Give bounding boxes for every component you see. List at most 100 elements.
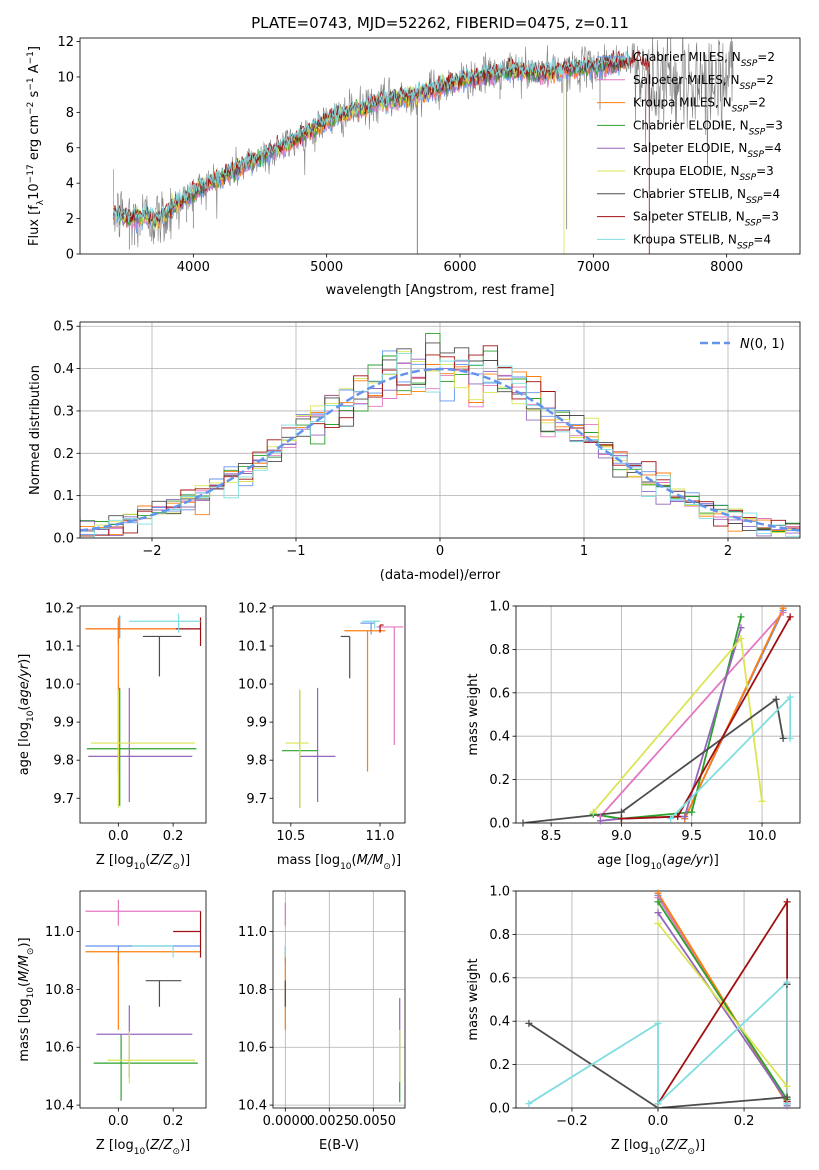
y-tick-label: 9.7 — [246, 792, 267, 807]
y-tick-label: 0.4 — [489, 730, 510, 745]
weight-marker — [779, 604, 787, 612]
y-axis-label: mass [log10(M/M⊙)] — [17, 937, 36, 1061]
legend-label: N(0, 1) — [740, 337, 785, 352]
legend-label: Chabrier STELIB, NSSP=4 — [633, 187, 780, 206]
plot-area — [85, 613, 202, 808]
y-tick-label: 9.8 — [246, 754, 267, 769]
weight-line-9 — [670, 694, 792, 820]
x-tick-label: 9.5 — [681, 829, 702, 844]
weight-marker — [772, 695, 780, 703]
x-tick-label: −1 — [286, 544, 305, 559]
model-spectrum-1 — [112, 61, 626, 234]
weight-marker — [786, 693, 794, 701]
x-axis-label: Z [log10(Z/Z⊙)] — [611, 1138, 705, 1157]
y-axis-label: mass weight — [466, 673, 481, 755]
x-tick-label: 0 — [436, 544, 444, 559]
x-axis-label: age [log10(age/yr)] — [597, 853, 719, 872]
weight-marker — [525, 1100, 533, 1108]
weight-marker — [589, 808, 597, 816]
x-tick-label: 5000 — [310, 260, 343, 275]
axes-frame — [79, 37, 801, 255]
errorbar-point-6 — [107, 1031, 196, 1084]
y-tick-label: 1.0 — [489, 600, 510, 615]
x-tick-label: −2 — [142, 544, 161, 559]
errorbar-point-8 — [173, 911, 202, 958]
weight-line-5 — [657, 912, 788, 1106]
weight-line-4 — [593, 616, 742, 820]
y-tick-label: 0.8 — [489, 643, 510, 658]
y-axis-label: Flux [fλ10−17 erg cm−2 s−1 A−1] — [26, 46, 46, 246]
weight-marker — [758, 797, 766, 805]
y-tick-label: 10.6 — [238, 1041, 267, 1056]
axes-frame — [272, 605, 406, 824]
x-axis-label: (data-model)/error — [380, 568, 501, 583]
y-tick-label: 8 — [66, 106, 74, 121]
y-tick-label: 0.1 — [53, 489, 74, 504]
y-tick-label: 9.7 — [53, 792, 74, 807]
weight-line-7 — [522, 697, 784, 823]
x-axis-label: E(B-V) — [319, 1138, 359, 1153]
weight-marker — [681, 812, 689, 820]
weight-marker — [654, 920, 662, 928]
y-tick-label: 0.4 — [489, 1015, 510, 1030]
model-spectrum-2 — [112, 59, 626, 230]
panel-mass-vs-Z: 0.0 0.2 10.4 10.6 10.8 11.0 Z [log10(Z/Z⊙)] mas… — [17, 890, 207, 1157]
errorbar-point-7 — [340, 635, 351, 679]
legend-label: Kroupa ELODIE, NSSP=3 — [633, 164, 774, 183]
errorbar-point-4 — [86, 687, 197, 806]
weight-marker — [783, 1082, 791, 1090]
y-axis-label: mass weight — [466, 958, 481, 1040]
weight-marker — [783, 1100, 791, 1108]
plot-area — [80, 332, 800, 538]
weight-marker — [617, 815, 625, 823]
y-tick-label: 1.0 — [489, 885, 510, 900]
x-tick-label: 8000 — [710, 260, 743, 275]
y-tick-label: 10.2 — [45, 601, 74, 616]
y-tick-label: 9.8 — [53, 754, 74, 769]
plot-area — [522, 607, 792, 823]
y-tick-label: 0.4 — [53, 362, 74, 377]
spectrum-legend: Chabrier MILES, NSSP=2 Salpeter MILES, NS… — [597, 50, 783, 251]
y-tick-label: 0.2 — [489, 773, 510, 788]
y-tick-label: 10.0 — [238, 678, 267, 693]
panel-residuals: −2 −1 0 1 2 0.0 0.1 0.2 0.3 0.4 0.5 N(0, 1) (data-mo… — [28, 320, 801, 583]
weight-marker — [783, 898, 791, 906]
errorbar-point-2 — [85, 621, 201, 645]
y-tick-label: 2 — [66, 212, 74, 227]
y-tick-label: 0.2 — [489, 1058, 510, 1073]
y-tick-label: 9.9 — [53, 716, 74, 731]
weight-marker — [654, 1019, 662, 1027]
weight-marker — [525, 1019, 533, 1027]
x-tick-label: 6000 — [443, 260, 476, 275]
panel-age-vs-Z: 0.0 0.2 9.7 9.8 9.9 10.0 10.1 10.2 Z [log10(Z/Z⊙… — [17, 601, 207, 872]
normal-curve — [80, 367, 800, 532]
errorbar-point-3 — [85, 951, 201, 1030]
x-axis-label: wavelength [Angstrom, rest frame] — [326, 283, 555, 298]
plot-area — [85, 899, 202, 1101]
y-tick-label: 10.4 — [45, 1099, 74, 1114]
legend-label: Salpeter STELIB, NSSP=3 — [633, 210, 779, 229]
errorbar-point-9 — [362, 620, 381, 629]
x-tick-label: 11.0 — [366, 829, 395, 844]
y-tick-label: 10.2 — [238, 601, 267, 616]
y-tick-label: 4 — [66, 177, 74, 192]
y-tick-label: 9.9 — [246, 716, 267, 731]
y-tick-label: 0.0 — [489, 817, 510, 832]
axes-frame — [79, 890, 207, 1109]
weight-marker — [654, 1100, 662, 1108]
y-tick-label: 11.0 — [238, 925, 267, 940]
x-tick-label: 10.0 — [748, 829, 777, 844]
errorbar-point-4 — [93, 1034, 198, 1101]
errorbar-point-3 — [344, 630, 386, 772]
weight-marker — [786, 613, 794, 621]
weight-marker — [654, 898, 662, 906]
y-tick-label: 0 — [66, 248, 74, 263]
panel-spectrum: 4000 5000 6000 7000 8000 0 2 4 6 8 10 12 Chabrier MI… — [26, 35, 801, 298]
y-tick-label: 11.0 — [45, 925, 74, 940]
x-tick-label: 0.0 — [108, 829, 129, 844]
errorbar-point-8 — [379, 624, 384, 633]
weight-marker — [674, 812, 682, 820]
x-tick-label: 1 — [580, 544, 588, 559]
